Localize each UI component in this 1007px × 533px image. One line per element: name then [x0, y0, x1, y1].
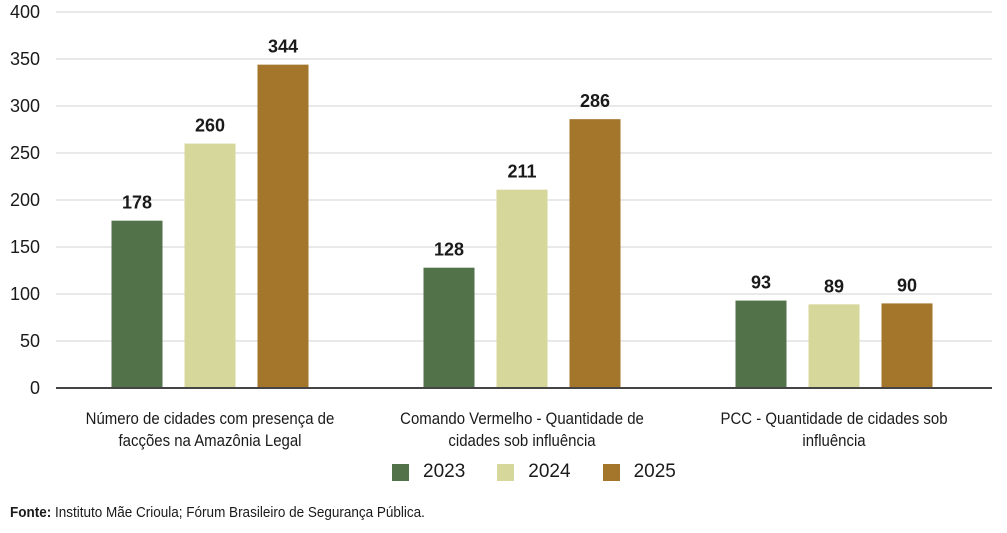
category-label: Número de cidades com presença de facções… [69, 408, 351, 452]
bar-2025 [257, 64, 309, 388]
y-tick-label: 100 [10, 284, 40, 304]
bar-2023 [735, 300, 787, 388]
bar-2024 [808, 304, 860, 388]
bar-2025 [881, 303, 933, 388]
data-label-2024: 89 [824, 276, 844, 296]
data-labels: 178 260 344 128 211 286 93 89 90 [122, 37, 917, 297]
data-label-2025: 90 [897, 275, 917, 295]
category-label-line: PCC - Quantidade de cidades sob [720, 409, 948, 428]
source-label: Fonte: [10, 504, 52, 521]
legend-swatch-2024 [497, 463, 515, 481]
y-tick-label: 0 [30, 378, 40, 398]
data-label-2024: 260 [195, 116, 225, 136]
category-label-line: cidades sob influência [448, 431, 596, 450]
category-label: Comando Vermelho - Quantidade de cidades … [381, 408, 663, 452]
data-label-2023: 128 [434, 240, 464, 260]
category-label-line: facções na Amazônia Legal [118, 431, 302, 450]
bar-2023 [111, 220, 163, 388]
y-tick-label: 250 [10, 143, 40, 163]
category-label-line: Número de cidades com presença de [85, 409, 335, 428]
legend-item-2024[interactable]: 2024 [497, 461, 571, 483]
category-label: PCC - Quantidade de cidades sob influênci… [693, 408, 975, 452]
data-label-2023: 178 [122, 193, 152, 213]
data-label-2024: 211 [507, 162, 536, 182]
data-label-2025: 286 [580, 91, 610, 111]
bars [111, 64, 933, 388]
bar-2024 [184, 143, 236, 388]
source-footer: Fonte: Instituto Mãe Crioula; Fórum Bras… [10, 504, 425, 521]
category-label-line: influência [802, 431, 866, 450]
legend-item-2025[interactable]: 2025 [602, 461, 676, 483]
y-tick-label: 200 [10, 190, 40, 210]
y-tick-label: 400 [10, 2, 40, 22]
y-tick-label: 350 [10, 49, 40, 69]
legend: 2023 2024 2025 [392, 461, 708, 483]
bar-2025 [569, 119, 621, 388]
legend-label-2024: 2024 [528, 461, 571, 482]
bar-2023 [423, 267, 475, 388]
legend-swatch-2023 [392, 463, 409, 481]
legend-label-2025: 2025 [633, 461, 676, 482]
legend-label-2023: 2023 [423, 461, 466, 482]
y-axis: 0 50 100 150 200 250 300 350 400 [10, 2, 40, 398]
source-text: Instituto Mãe Crioula; Fórum Brasileiro … [51, 504, 425, 521]
data-label-2023: 93 [751, 273, 771, 293]
bar-2024 [496, 189, 548, 388]
y-tick-label: 300 [10, 96, 40, 116]
data-label-2025: 344 [268, 37, 298, 57]
y-tick-label: 50 [20, 331, 40, 351]
y-tick-label: 150 [10, 237, 40, 257]
legend-item-2023[interactable]: 2023 [392, 461, 465, 483]
category-label-line: Comando Vermelho - Quantidade de [400, 409, 644, 428]
legend-swatch-2025 [602, 463, 620, 481]
